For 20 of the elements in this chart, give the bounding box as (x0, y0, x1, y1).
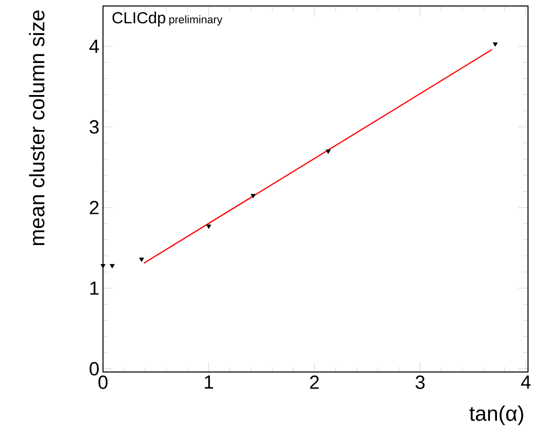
point (110, 264, 115, 268)
x-axis-title: tan(α) (469, 406, 524, 426)
y-tick-label: 3 (90, 120, 99, 134)
y-tick-label: 2 (90, 200, 99, 214)
point (326, 150, 331, 154)
x-tick-label: 1 (204, 376, 214, 389)
y-axis-title: mean cluster column size (29, 10, 44, 246)
point (139, 258, 144, 262)
y-tick-label: 0 (90, 362, 99, 376)
annotation: CLICdp (112, 12, 166, 27)
point (250, 194, 256, 198)
y-tick-label: 1 (90, 282, 99, 295)
annotation: preliminary (169, 15, 222, 26)
point (492, 42, 498, 47)
x-tick-label: 4 (521, 376, 531, 389)
x-tick-label: 0 (98, 376, 108, 389)
x-tick-label: 3 (416, 376, 425, 389)
x-tick-label: 2 (310, 376, 319, 389)
point (206, 224, 212, 229)
y-tick-label: 4 (89, 40, 99, 53)
